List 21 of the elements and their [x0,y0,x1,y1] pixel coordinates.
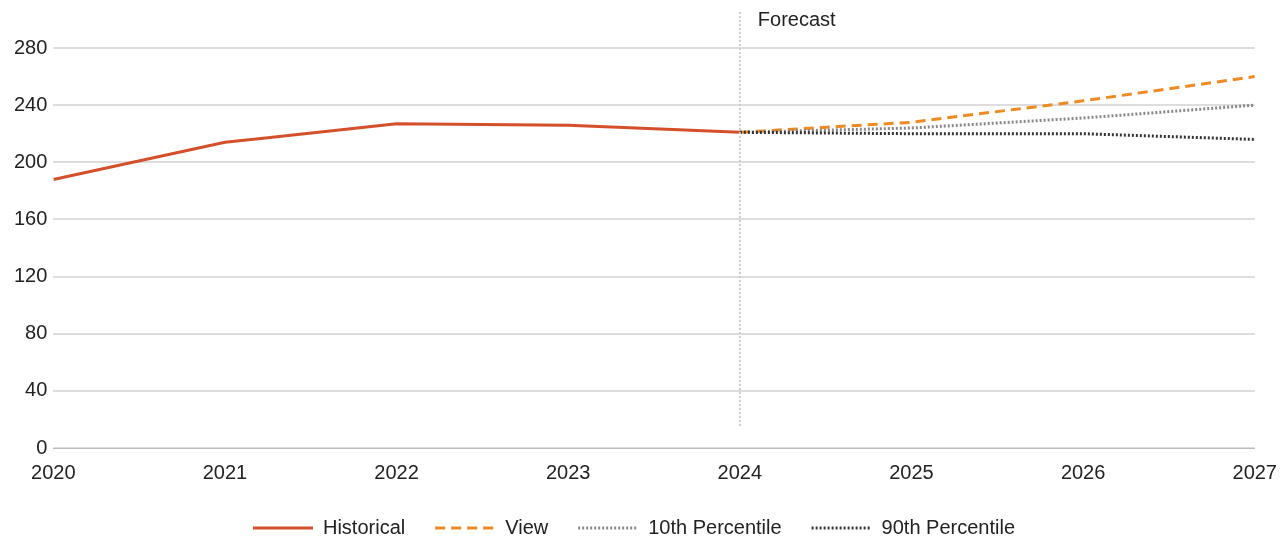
legend-label: 10th Percentile [648,515,782,538]
x-tick-label: 2027 [1232,460,1277,483]
x-tick-label: 2021 [202,460,248,483]
x-tick-label: 2025 [889,460,934,483]
x-tick-label: 2022 [374,460,419,483]
y-tick-label: 80 [25,321,48,344]
legend-label: 90th Percentile [881,515,1016,538]
y-tick-label: 160 [13,206,48,229]
y-tick-label: 40 [25,378,48,401]
legend-label: Historical [322,515,406,538]
y-tick-label: 120 [13,264,48,287]
y-tick-label: 200 [13,149,48,172]
x-tick-label: 2024 [717,460,763,483]
y-tick-label: 280 [13,35,48,58]
ref-line-label: Forecast [757,7,837,30]
x-tick-label: 2026 [1060,460,1106,483]
y-tick-label: 240 [13,92,48,115]
x-tick-label: 2023 [546,460,591,483]
y-tick-label: 0 [36,435,48,458]
legend-label: View [505,515,549,538]
x-tick-label: 2020 [31,460,76,483]
